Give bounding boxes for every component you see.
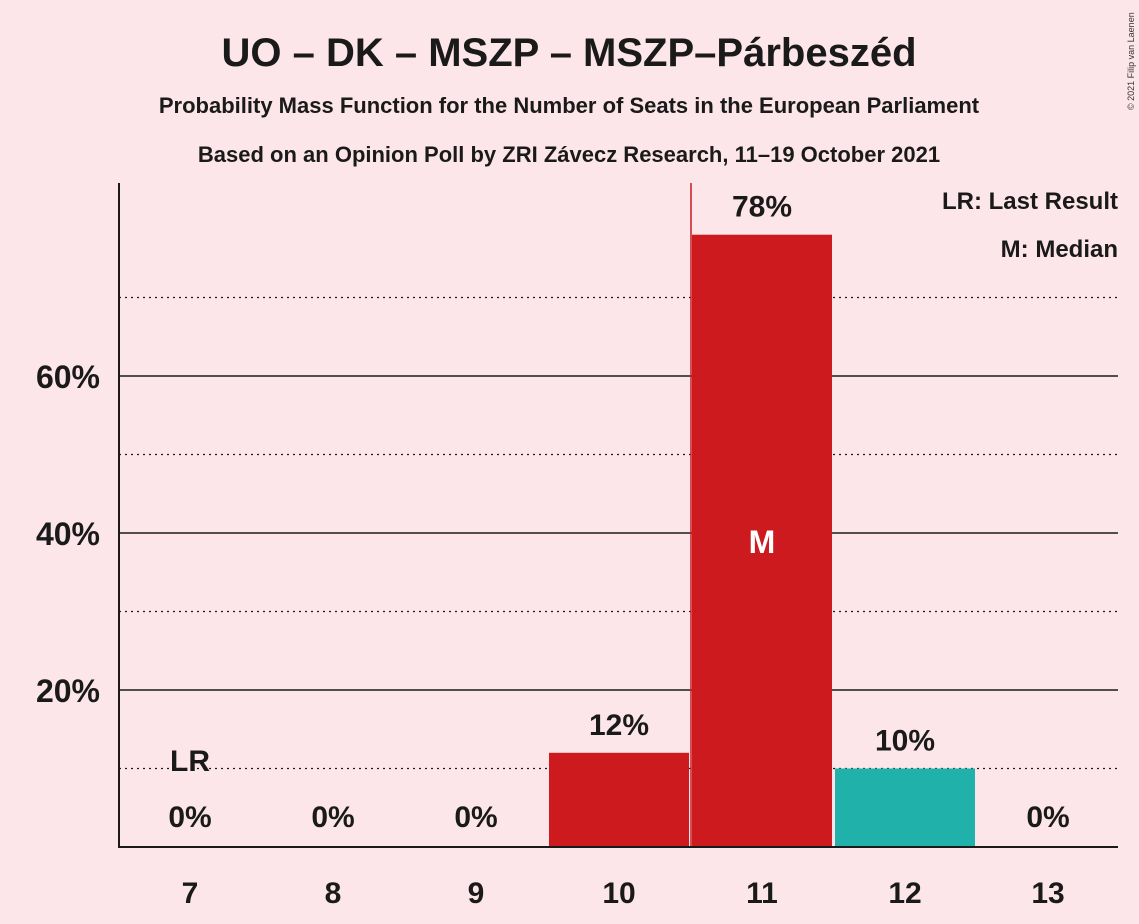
median-marker: M — [749, 524, 776, 560]
data-label-12: 10% — [875, 725, 935, 758]
chart-subtitle-2: Based on an Opinion Poll by ZRI Závecz R… — [198, 142, 940, 167]
y-tick-label-20: 20% — [36, 673, 100, 709]
x-tick-label-7: 7 — [182, 877, 199, 910]
last-result-marker: LR — [170, 745, 210, 778]
data-label-9: 0% — [454, 801, 497, 834]
data-label-11: 78% — [732, 191, 792, 224]
y-tick-label-40: 40% — [36, 516, 100, 552]
data-label-7: 0% — [168, 801, 211, 834]
x-tick-label-12: 12 — [888, 877, 921, 910]
copyright-notice: © 2021 Filip van Laenen — [1126, 12, 1136, 110]
bar-12 — [835, 769, 975, 848]
x-tick-label-13: 13 — [1031, 877, 1064, 910]
bar-10 — [549, 753, 689, 847]
data-label-8: 0% — [311, 801, 354, 834]
x-tick-label-10: 10 — [602, 877, 635, 910]
legend-last-result: LR: Last Result — [942, 188, 1118, 215]
x-tick-label-8: 8 — [325, 877, 342, 910]
y-tick-label-60: 60% — [36, 359, 100, 395]
chart-title: UO – DK – MSZP – MSZP–Párbeszéd — [221, 31, 916, 75]
data-label-13: 0% — [1026, 801, 1069, 834]
data-label-10: 12% — [589, 709, 649, 742]
grid-lines: 20% 40% 60% — [36, 298, 1118, 769]
x-tick-label-9: 9 — [468, 877, 485, 910]
legend-median: M: Median — [1001, 236, 1118, 263]
chart-subtitle-1: Probability Mass Function for the Number… — [159, 93, 980, 118]
x-tick-label-11: 11 — [746, 877, 778, 910]
